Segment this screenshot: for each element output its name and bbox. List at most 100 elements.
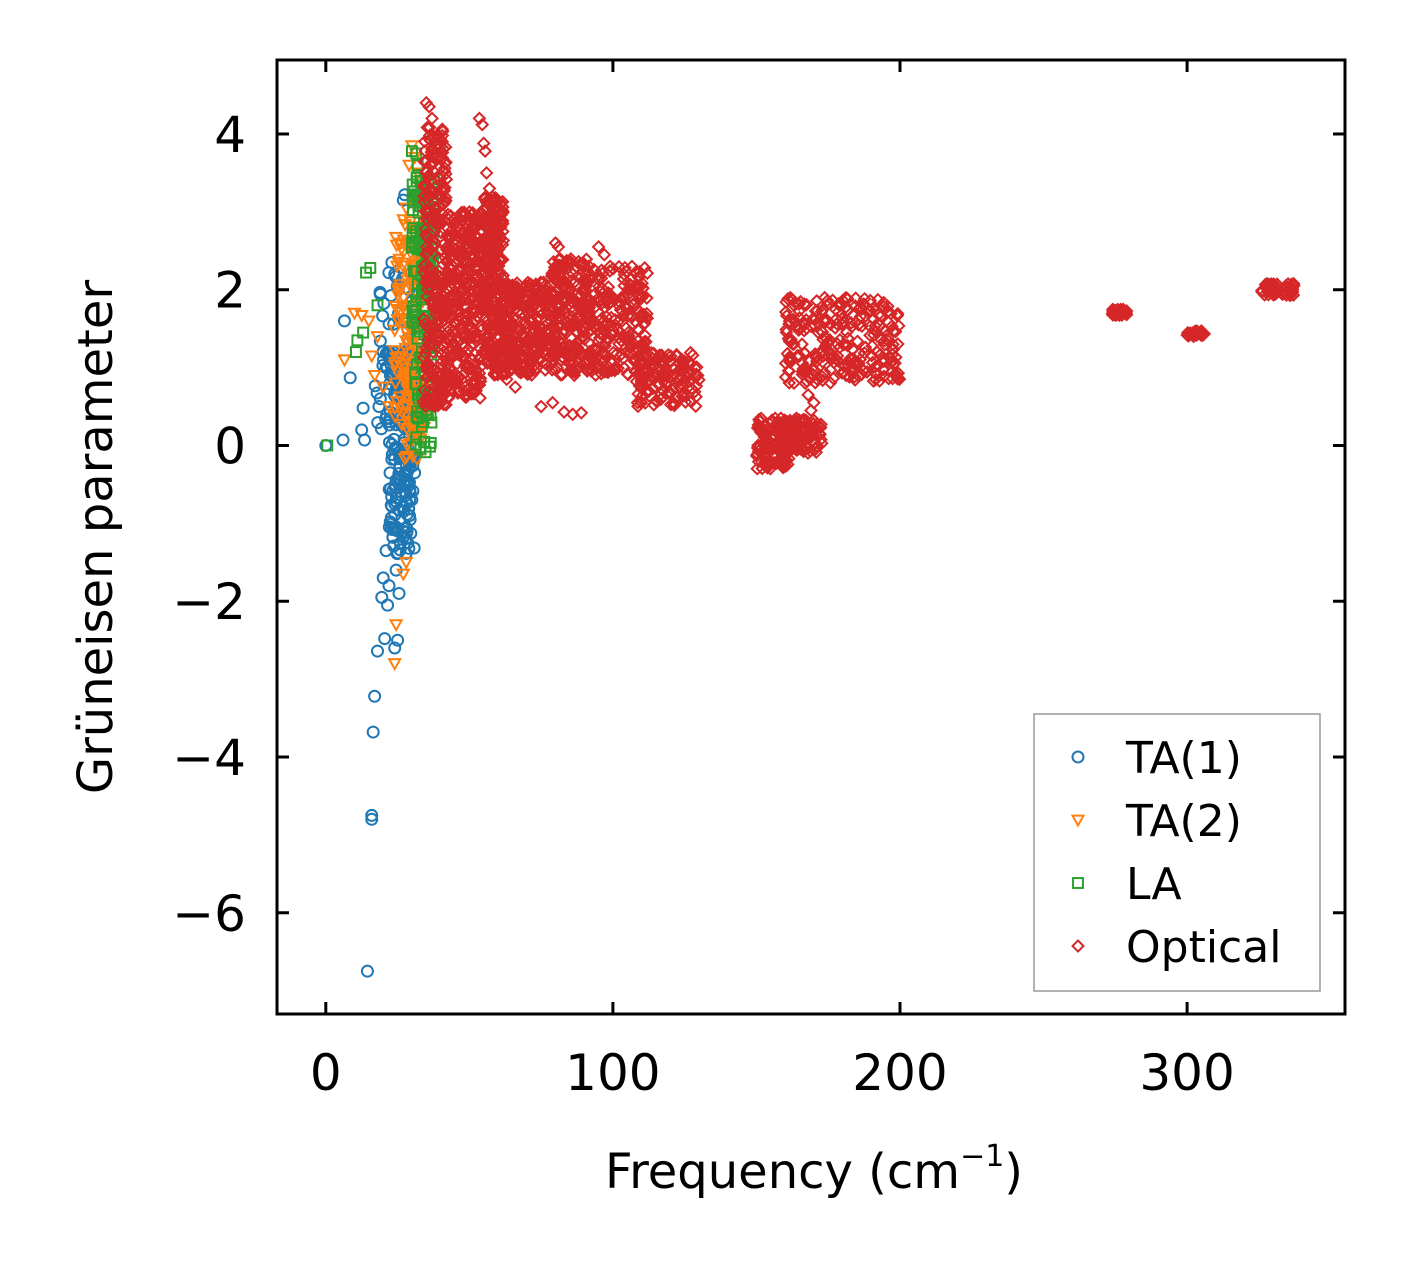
point-optical: [828, 321, 843, 335]
point-optical: [478, 345, 493, 360]
point-optical: [632, 265, 647, 279]
point-optical: [691, 372, 706, 387]
point-ta-2-: [390, 289, 406, 303]
point-optical: [500, 319, 515, 334]
point-ta-1-: [391, 633, 405, 647]
point-ta-2-: [402, 437, 417, 451]
point-optical: [814, 436, 829, 451]
point-optical: [786, 312, 801, 327]
point-optical: [1193, 326, 1208, 341]
point-optical: [545, 395, 560, 410]
point-optical: [566, 344, 581, 359]
point-optical: [503, 346, 517, 361]
point-optical: [476, 246, 490, 261]
point-optical: [444, 243, 459, 258]
point-optical: [529, 301, 544, 316]
point-ta-1-: [404, 526, 418, 540]
point-optical: [795, 364, 810, 379]
point-optical: [505, 329, 520, 344]
point-optical: [509, 288, 524, 303]
point-optical: [444, 276, 459, 291]
point-optical: [798, 376, 813, 391]
point-optical: [421, 333, 435, 347]
point-optical: [1261, 287, 1276, 302]
point-optical: [533, 275, 548, 290]
scatter-points: [319, 95, 1301, 978]
point-optical: [422, 167, 436, 182]
point-ta-1-: [400, 464, 414, 478]
point-optical: [790, 348, 805, 363]
point-ta-2-: [396, 214, 411, 228]
point-optical: [850, 334, 865, 349]
point-optical: [661, 348, 676, 362]
point-optical: [1282, 285, 1297, 300]
point-optical: [551, 239, 566, 254]
legend-marker: [1071, 939, 1085, 953]
point-optical: [643, 360, 657, 375]
point-optical: [583, 314, 597, 329]
point-optical: [528, 324, 542, 339]
point-optical: [865, 311, 880, 326]
point-ta-1-: [365, 812, 379, 826]
point-ta-2-: [399, 450, 415, 464]
point-optical: [841, 358, 856, 372]
point-optical: [591, 291, 606, 305]
point-optical: [480, 335, 495, 350]
point-optical: [502, 312, 517, 327]
point-optical: [555, 367, 570, 382]
point-la: [417, 416, 430, 429]
point-optical: [442, 303, 456, 318]
point-optical: [640, 311, 655, 326]
point-optical: [517, 358, 532, 373]
point-optical: [634, 395, 649, 410]
point-ta-2-: [390, 314, 406, 328]
point-optical: [447, 326, 462, 341]
point-optical: [595, 311, 609, 326]
point-optical: [423, 319, 438, 334]
point-optical: [808, 304, 823, 319]
point-ta-1-: [393, 536, 407, 550]
point-optical: [787, 376, 801, 391]
point-optical: [786, 337, 801, 352]
point-optical: [867, 323, 882, 337]
point-optical: [422, 128, 437, 143]
point-ta-2-: [394, 418, 409, 432]
point-optical: [810, 315, 825, 330]
point-ta-2-: [393, 237, 408, 251]
point-optical: [756, 448, 771, 463]
y-tick-labels: 4 2 0 −2 −4 −6: [172, 106, 246, 943]
legend-marker: [1071, 750, 1085, 764]
point-optical: [544, 277, 559, 292]
point-ta-2-: [361, 315, 377, 329]
point-optical: [817, 347, 832, 362]
point-optical: [558, 307, 573, 321]
point-ta-2-: [387, 324, 402, 338]
point-optical: [783, 290, 798, 305]
point-la: [357, 326, 370, 339]
point-optical: [816, 332, 831, 347]
point-optical: [598, 347, 612, 361]
point-optical: [477, 235, 492, 250]
point-optical: [782, 314, 797, 329]
point-optical: [633, 366, 648, 381]
point-optical: [595, 354, 610, 369]
point-optical: [418, 399, 433, 414]
point-ta-2-: [396, 292, 411, 306]
point-optical: [554, 353, 569, 367]
point-optical: [571, 308, 586, 323]
point-optical: [774, 427, 788, 442]
point-optical: [634, 340, 648, 354]
point-optical: [474, 275, 489, 290]
point-ta-1-: [385, 490, 399, 504]
point-optical: [597, 247, 612, 262]
point-optical: [840, 303, 855, 318]
point-optical: [810, 439, 825, 454]
point-optical: [823, 363, 838, 377]
point-optical: [789, 411, 804, 426]
point-optical: [620, 288, 635, 303]
point-optical: [436, 197, 451, 211]
point-ta-1-: [336, 433, 350, 447]
point-optical: [688, 399, 703, 414]
point-optical: [825, 351, 840, 366]
point-optical: [485, 274, 500, 289]
